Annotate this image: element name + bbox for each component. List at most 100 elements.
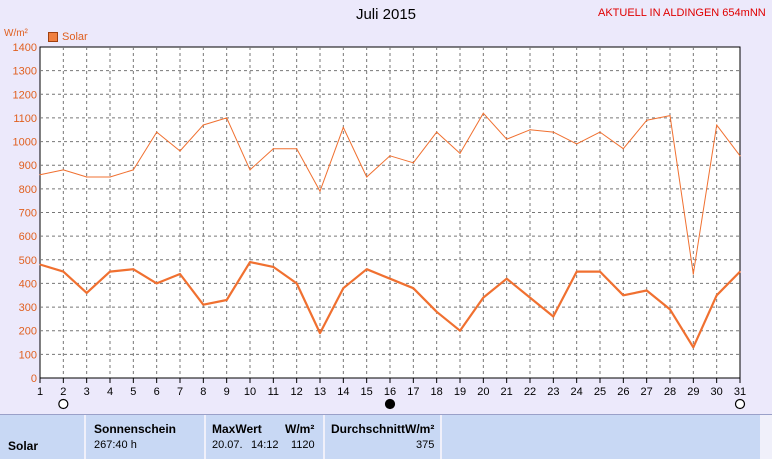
data-point xyxy=(459,152,461,154)
max-time: 14:12 xyxy=(251,439,279,451)
data-point xyxy=(622,294,624,296)
data-point xyxy=(529,297,531,299)
data-point xyxy=(179,273,181,275)
stats-cell-max xyxy=(206,415,323,459)
max-value: 1120 xyxy=(291,439,315,451)
data-point xyxy=(156,282,158,285)
y-tick-label: 400 xyxy=(19,278,37,290)
stats-cell-label xyxy=(0,415,84,459)
data-point xyxy=(389,278,391,280)
max-label: MaxWert xyxy=(212,422,262,436)
stats-row-label: Solar xyxy=(8,439,39,453)
x-tick-label: 20 xyxy=(477,386,489,398)
x-tick-label: 18 xyxy=(431,386,443,398)
y-tick-label: 1200 xyxy=(13,89,37,101)
data-point xyxy=(716,124,718,126)
data-point xyxy=(482,112,484,114)
data-point xyxy=(296,148,298,150)
x-tick-label: 2 xyxy=(60,386,66,398)
data-point xyxy=(739,271,741,273)
y-axis-unit: W/m² xyxy=(4,28,28,39)
data-point xyxy=(296,282,298,285)
data-point xyxy=(412,162,414,164)
x-tick-label: 22 xyxy=(524,386,536,398)
y-tick-label: 1300 xyxy=(13,66,37,78)
stats-cell-avg xyxy=(325,415,440,459)
avg-value: 375 xyxy=(416,439,435,451)
data-point xyxy=(599,131,601,133)
x-axis: 1 2 3 4 5 6 7 8 9 10 11 12 13 14 15 16 17 18 19 20 21 22 23 24 2… xyxy=(37,378,746,398)
data-point xyxy=(62,169,64,171)
y-tick-label: 300 xyxy=(19,302,37,314)
data-point xyxy=(249,169,251,171)
x-tick-label: 14 xyxy=(337,386,349,398)
data-point xyxy=(552,131,554,133)
y-tick-label: 900 xyxy=(19,160,37,172)
chart-title: Juli 2015 xyxy=(355,6,417,23)
data-point xyxy=(62,271,64,273)
x-tick-label: 12 xyxy=(291,386,303,398)
y-tick-label: 0 xyxy=(31,373,37,385)
data-point xyxy=(86,176,88,178)
moon-phase-icon xyxy=(384,398,396,410)
x-tick-label: 15 xyxy=(361,386,373,398)
x-tick-label: 10 xyxy=(244,386,256,398)
data-point xyxy=(436,311,438,313)
data-point xyxy=(716,294,718,296)
y-tick-label: 500 xyxy=(19,255,37,267)
data-point xyxy=(109,176,111,178)
moon-phase-icon xyxy=(58,398,69,410)
y-tick-label: 600 xyxy=(19,231,37,243)
data-point xyxy=(366,176,368,178)
data-point xyxy=(576,143,578,145)
x-tick-label: 9 xyxy=(224,386,230,398)
legend-label: Solar xyxy=(62,31,88,43)
data-point xyxy=(86,292,88,294)
x-tick-label: 7 xyxy=(177,386,183,398)
data-point xyxy=(739,155,741,157)
stats-cell-sunshine xyxy=(86,415,204,459)
x-tick-label: 19 xyxy=(454,386,466,398)
data-point xyxy=(109,271,111,273)
data-point xyxy=(226,299,228,301)
y-axis: 0 100 200 300 400 500 600 700 800 900 1000 1100 1200… xyxy=(13,42,37,385)
data-point xyxy=(272,266,274,268)
y-tick-label: 700 xyxy=(19,208,37,220)
x-tick-label: 31 xyxy=(734,386,746,398)
sunshine-label: Sonnenschein xyxy=(94,422,177,436)
x-tick-label: 24 xyxy=(571,386,583,398)
data-point xyxy=(249,261,251,263)
data-point xyxy=(459,330,461,332)
max-date: 20.07. xyxy=(212,439,243,451)
data-point xyxy=(599,271,601,273)
x-tick-label: 6 xyxy=(154,386,160,398)
station-label: AKTUELL IN ALDINGEN 654mNN xyxy=(598,7,766,19)
legend: Solar xyxy=(48,31,88,43)
data-point xyxy=(389,155,391,157)
x-tick-label: 29 xyxy=(687,386,699,398)
legend-swatch xyxy=(48,32,58,42)
data-point xyxy=(39,174,41,176)
x-tick-label: 4 xyxy=(107,386,113,398)
data-point xyxy=(342,287,344,289)
x-tick-label: 26 xyxy=(617,386,629,398)
data-point xyxy=(692,273,694,275)
data-point xyxy=(506,138,508,140)
data-point xyxy=(692,346,694,348)
data-point xyxy=(156,131,158,133)
data-point xyxy=(342,126,344,128)
data-point xyxy=(552,315,554,318)
data-point xyxy=(226,117,228,119)
max-unit: W/m² xyxy=(285,422,315,436)
y-tick-label: 1000 xyxy=(13,137,37,149)
data-point xyxy=(506,278,508,280)
x-tick-label: 1 xyxy=(37,386,43,398)
y-tick-label: 1400 xyxy=(13,42,37,54)
chart: 0 100 200 300 400 500 600 700 800 900 1000 1100 1200… xyxy=(13,42,746,410)
x-tick-label: 11 xyxy=(268,386,279,398)
moon-phase-icons xyxy=(58,398,746,410)
avg-label: DurchschnittW/m² xyxy=(331,422,435,436)
y-tick-label: 800 xyxy=(19,184,37,196)
data-point xyxy=(39,263,41,266)
x-tick-label: 28 xyxy=(664,386,676,398)
